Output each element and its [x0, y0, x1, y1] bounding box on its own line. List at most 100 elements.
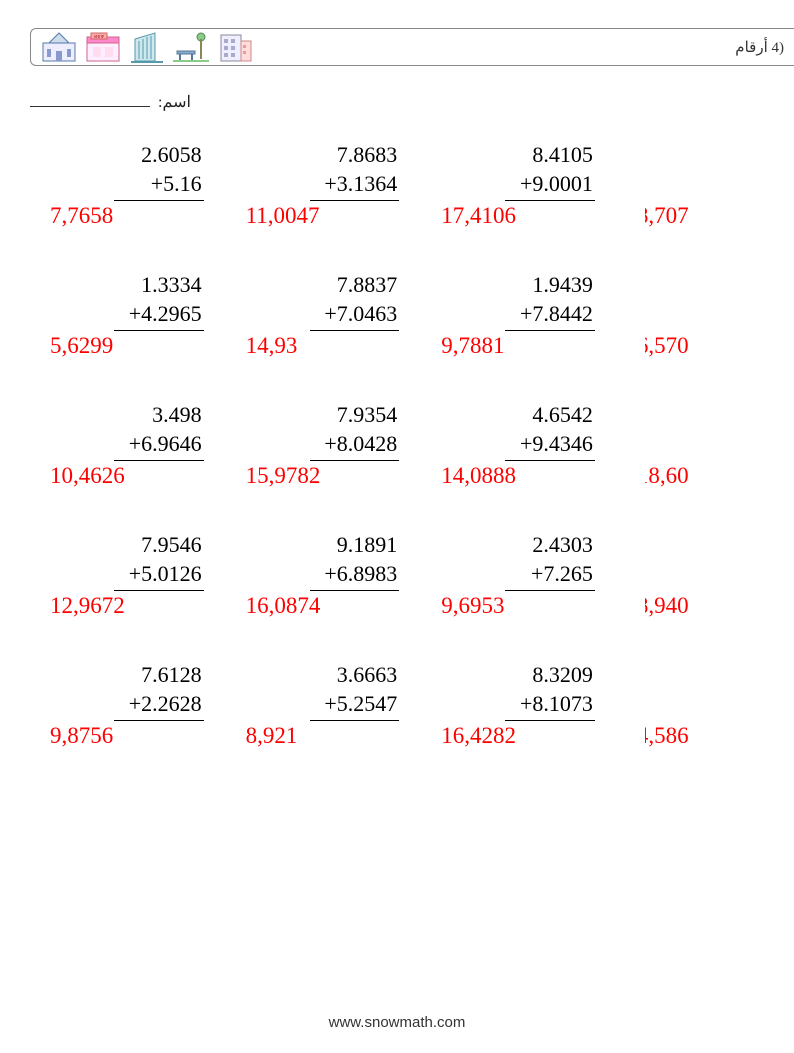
operand-b: +6.9646: [58, 429, 254, 458]
sum-bar: [505, 200, 595, 201]
sum-bar: [505, 460, 595, 461]
operand-a: 7.8683: [254, 140, 450, 169]
operand-a: [645, 400, 794, 429]
problem: 9.1891+6.898316,0874: [254, 530, 450, 660]
operand-b: +9.0001: [449, 169, 645, 198]
problem: 2.4303+7.265 9,6953: [449, 530, 645, 660]
operand-b: +3.1364: [254, 169, 450, 198]
answer: 17,4106: [441, 202, 516, 230]
problem: 1.9439+7.8442 9,7881: [449, 270, 645, 400]
sum-bar: [114, 200, 204, 201]
answer: 9,8756: [50, 722, 113, 750]
answer: 14,0888: [441, 462, 516, 490]
answer: 6,570: [645, 332, 689, 360]
operand-a: 4.6542: [449, 400, 645, 429]
shop-building-icon: SHOP: [83, 31, 123, 63]
operand-a: 7.9546: [58, 530, 254, 559]
operand-b: [645, 689, 794, 718]
problem: 8.3209+8.107316,4282: [449, 660, 645, 790]
footer-text: www.snowmath.com: [0, 1014, 794, 1031]
operand-a: 9.1891: [254, 530, 450, 559]
problem-row: 7.9546+5.012612,96729.1891+6.898316,0874…: [58, 530, 794, 660]
sum-bar: [310, 460, 400, 461]
answer: 7,7658: [50, 202, 113, 230]
problems-grid: 2.6058+5.167,76587.8683+3.136411,00478.4…: [58, 140, 794, 790]
operand-b: +2.2628: [58, 689, 254, 718]
operand-b: [645, 169, 794, 198]
answer: 8,940: [645, 592, 689, 620]
operand-b: +7.0463: [254, 299, 450, 328]
operand-a: [645, 140, 794, 169]
sum-bar: [114, 720, 204, 721]
problem: 6,570: [645, 270, 794, 400]
header-icons: SHOP: [39, 31, 255, 63]
operand-b: +5.2547: [254, 689, 450, 718]
answer: 14,93: [246, 332, 298, 360]
operand-b: [645, 559, 794, 588]
problem: 7.8837+7.0463 14,93: [254, 270, 450, 400]
bench-lamp-icon: [171, 31, 211, 63]
sum-bar: [114, 330, 204, 331]
operand-a: 7.8837: [254, 270, 450, 299]
answer: 16,0874: [246, 592, 321, 620]
header-title: (4 أرقام: [735, 38, 784, 57]
operand-b: +7.8442: [449, 299, 645, 328]
sum-bar: [114, 590, 204, 591]
answer: 8,921: [246, 722, 298, 750]
problem: 1.3334+4.29655,6299: [58, 270, 254, 400]
operand-a: 7.9354: [254, 400, 450, 429]
operand-b: +4.2965: [58, 299, 254, 328]
answer: 8,707: [645, 202, 689, 230]
office-tower-icon: [127, 31, 167, 63]
operand-a: [645, 270, 794, 299]
sum-bar: [310, 720, 400, 721]
operand-a: 1.3334: [58, 270, 254, 299]
sum-bar: [505, 720, 595, 721]
worksheet-page: SHOP: [0, 0, 794, 1053]
answer: 11,0047: [246, 202, 320, 230]
problem: 18,60: [645, 400, 794, 530]
operand-b: +7.265: [449, 559, 645, 588]
problem-row: 7.6128+2.2628 9,87563.6663+5.2547 8,9218…: [58, 660, 794, 790]
operand-b: +6.8983: [254, 559, 450, 588]
problem: 7.8683+3.136411,0047: [254, 140, 450, 270]
operand-a: 8.3209: [449, 660, 645, 689]
operand-a: 2.4303: [449, 530, 645, 559]
operand-b: +9.4346: [449, 429, 645, 458]
problem: 8.4105+9.000117,4106: [449, 140, 645, 270]
operand-b: [645, 299, 794, 328]
operand-a: 3.6663: [254, 660, 450, 689]
sum-bar: [114, 460, 204, 461]
answer: 5,6299: [50, 332, 113, 360]
answer: 10,4626: [50, 462, 125, 490]
problem: 8,940: [645, 530, 794, 660]
answer: 9,6953: [441, 592, 504, 620]
sum-bar: [310, 200, 400, 201]
problem-row: 2.6058+5.167,76587.8683+3.136411,00478.4…: [58, 140, 794, 270]
answer: 9,7881: [441, 332, 504, 360]
problem: 7.9546+5.012612,9672: [58, 530, 254, 660]
apartment-building-icon: [215, 31, 255, 63]
operand-a: [645, 530, 794, 559]
answer: 16,4282: [441, 722, 516, 750]
answer: 4,586: [645, 722, 689, 750]
operand-a: 7.6128: [58, 660, 254, 689]
problem: 7.9354+8.042815,9782: [254, 400, 450, 530]
name-label: اسم:: [158, 94, 191, 111]
sum-bar: [310, 590, 400, 591]
operand-a: 8.4105: [449, 140, 645, 169]
problem: 7.6128+2.2628 9,8756: [58, 660, 254, 790]
operand-b: +8.1073: [449, 689, 645, 718]
operand-b: +5.16: [58, 169, 254, 198]
problem: 8,707: [645, 140, 794, 270]
problem-row: 1.3334+4.29655,62997.8837+7.0463 14,931.…: [58, 270, 794, 400]
operand-a: 3.498: [58, 400, 254, 429]
problem: 3.6663+5.2547 8,921: [254, 660, 450, 790]
operand-b: +8.0428: [254, 429, 450, 458]
operand-a: 1.9439: [449, 270, 645, 299]
problem: 4,586: [645, 660, 794, 790]
sum-bar: [310, 330, 400, 331]
sum-bar: [505, 590, 595, 591]
church-building-icon: [39, 31, 79, 63]
problem-row: 3.498+6.964610,46267.9354+8.042815,97824…: [58, 400, 794, 530]
